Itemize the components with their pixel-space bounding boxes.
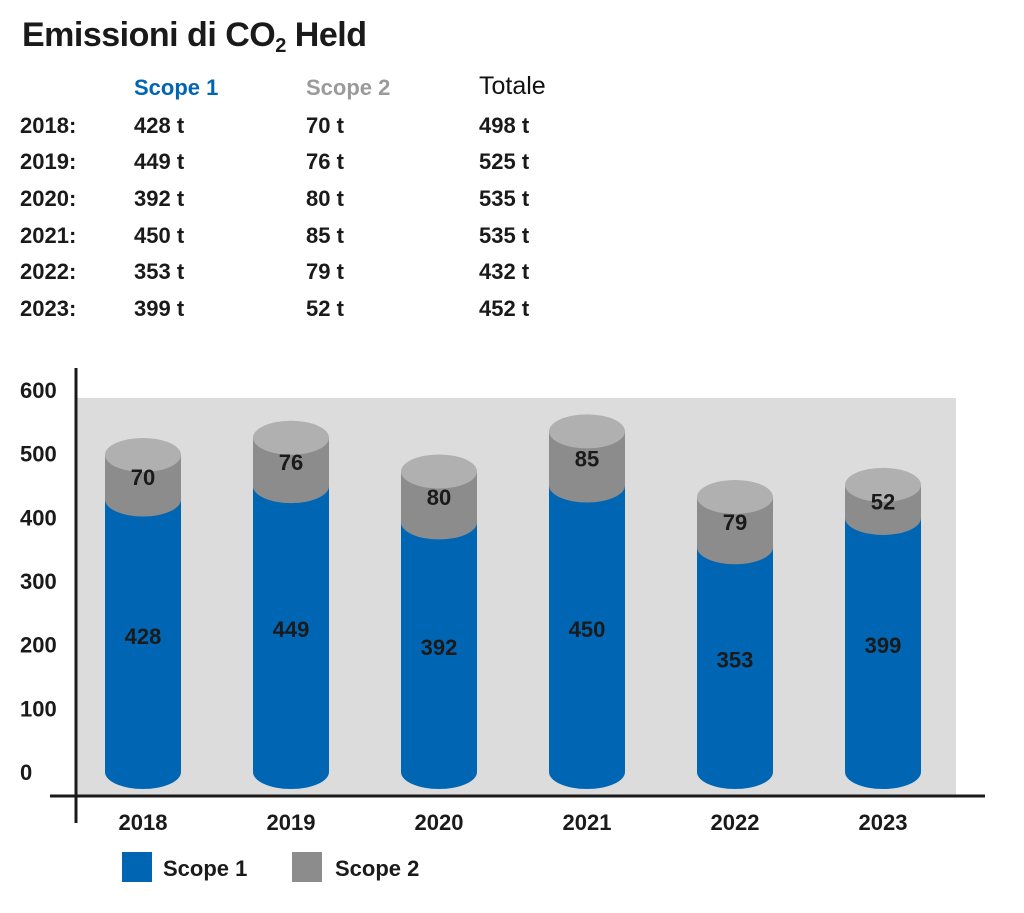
data-label-scope1: 428 bbox=[125, 624, 162, 649]
bar-2019: 449 76 bbox=[253, 420, 329, 789]
table-cell-scope2: 85 t bbox=[306, 223, 344, 248]
table-row-year: 2019: bbox=[20, 149, 77, 174]
data-label-scope2: 85 bbox=[575, 446, 599, 471]
table-header-scope2: Scope 2 bbox=[306, 75, 391, 100]
table-cell-scope2: 76 t bbox=[306, 149, 344, 174]
bar-top-cap bbox=[549, 414, 625, 449]
table-cell-scope2: 70 t bbox=[306, 113, 344, 138]
bar-scope2-segment bbox=[253, 437, 329, 504]
bar-2020: 392 80 bbox=[401, 454, 477, 789]
bar-top-cap bbox=[253, 420, 329, 455]
table-cell-scope2: 80 t bbox=[306, 186, 344, 211]
table-cell-scope1: 428 t bbox=[134, 113, 185, 138]
bar-scope1-segment bbox=[697, 547, 773, 789]
legend-label-scope1: Scope 1 bbox=[163, 856, 247, 881]
x-tick-label: 2023 bbox=[859, 810, 908, 835]
y-tick-label: 100 bbox=[20, 696, 57, 721]
table-cell-scope1: 353 t bbox=[134, 259, 185, 284]
chart-title: Emissioni di CO2 Held bbox=[22, 16, 367, 58]
bar-2018: 428 70 bbox=[105, 437, 181, 789]
table-cell-scope2: 79 t bbox=[306, 259, 344, 284]
plot-background bbox=[76, 398, 956, 796]
data-label-scope1: 449 bbox=[273, 617, 310, 642]
table-cell-scope1: 392 t bbox=[134, 186, 185, 211]
title-main: Emissioni di CO bbox=[22, 16, 276, 54]
bar-scope2-segment bbox=[549, 431, 625, 503]
data-label-scope2: 79 bbox=[723, 510, 747, 535]
x-tick-label: 2021 bbox=[563, 810, 612, 835]
data-label-scope1: 399 bbox=[865, 633, 902, 658]
y-tick-label: 0 bbox=[20, 760, 32, 785]
table-cell-scope1: 450 t bbox=[134, 223, 185, 248]
table-cell-total: 498 t bbox=[479, 113, 530, 138]
y-tick-label: 500 bbox=[20, 442, 57, 467]
data-label-scope2: 70 bbox=[131, 465, 155, 490]
table-row-year: 2020: bbox=[20, 186, 77, 211]
table-cell-total: 525 t bbox=[479, 149, 530, 174]
table-cell-total: 535 t bbox=[479, 223, 530, 248]
x-tick-label: 2019 bbox=[267, 810, 316, 835]
table-cell-total: 432 t bbox=[479, 259, 530, 284]
bar-top-cap bbox=[697, 479, 773, 514]
bar-scope1-segment bbox=[105, 499, 181, 789]
table-row-year: 2018: bbox=[20, 113, 77, 138]
legend: Scope 1 Scope 2 bbox=[122, 852, 419, 882]
table-cell-scope2: 52 t bbox=[306, 296, 344, 321]
data-label-scope1: 353 bbox=[717, 648, 754, 673]
table-cell-scope1: 449 t bbox=[134, 149, 185, 174]
bar-top-cap bbox=[401, 454, 477, 489]
table-row-year: 2021: bbox=[20, 223, 77, 248]
bar-scope1-segment bbox=[845, 517, 921, 789]
x-tick-label: 2020 bbox=[415, 810, 464, 835]
table-header-total: Totale bbox=[479, 72, 546, 100]
x-tick-label: 2018 bbox=[119, 810, 168, 835]
table-header-scope1: Scope 1 bbox=[134, 75, 219, 100]
bar-2023: 399 52 bbox=[845, 467, 921, 789]
bar-2022: 353 79 bbox=[697, 479, 773, 789]
table-row-year: 2022: bbox=[20, 259, 77, 284]
table-cell-scope1: 399 t bbox=[134, 296, 185, 321]
legend-swatch-scope2 bbox=[292, 852, 322, 882]
data-label-scope1: 450 bbox=[569, 617, 606, 642]
bar-top-cap bbox=[845, 467, 921, 502]
y-tick-label: 300 bbox=[20, 569, 57, 594]
y-tick-label: 600 bbox=[20, 378, 57, 403]
data-label-scope1: 392 bbox=[421, 635, 458, 660]
legend-swatch-scope1 bbox=[122, 852, 152, 882]
data-label-scope2: 52 bbox=[871, 489, 895, 514]
y-tick-label: 400 bbox=[20, 505, 57, 530]
bar-scope2-segment bbox=[401, 471, 477, 540]
bar-scope1-segment bbox=[401, 522, 477, 789]
table-cell-total: 452 t bbox=[479, 296, 530, 321]
bar-scope1-segment bbox=[253, 486, 329, 789]
legend-label-scope2: Scope 2 bbox=[335, 856, 419, 881]
bar-top-cap bbox=[105, 437, 181, 472]
data-label-scope2: 80 bbox=[427, 485, 451, 510]
title-subscript: 2 bbox=[275, 35, 286, 57]
bar-2021: 450 85 bbox=[549, 414, 625, 789]
bar-scope2-segment bbox=[697, 496, 773, 565]
bar-scope2-segment bbox=[105, 454, 181, 517]
data-label-scope2: 76 bbox=[279, 450, 303, 475]
y-tick-label: 200 bbox=[20, 633, 57, 658]
table-cell-total: 535 t bbox=[479, 186, 530, 211]
bar-scope1-segment bbox=[549, 485, 625, 789]
table-row-year: 2023: bbox=[20, 296, 77, 321]
title-suffix: Held bbox=[285, 16, 367, 54]
x-tick-label: 2022 bbox=[711, 810, 760, 835]
